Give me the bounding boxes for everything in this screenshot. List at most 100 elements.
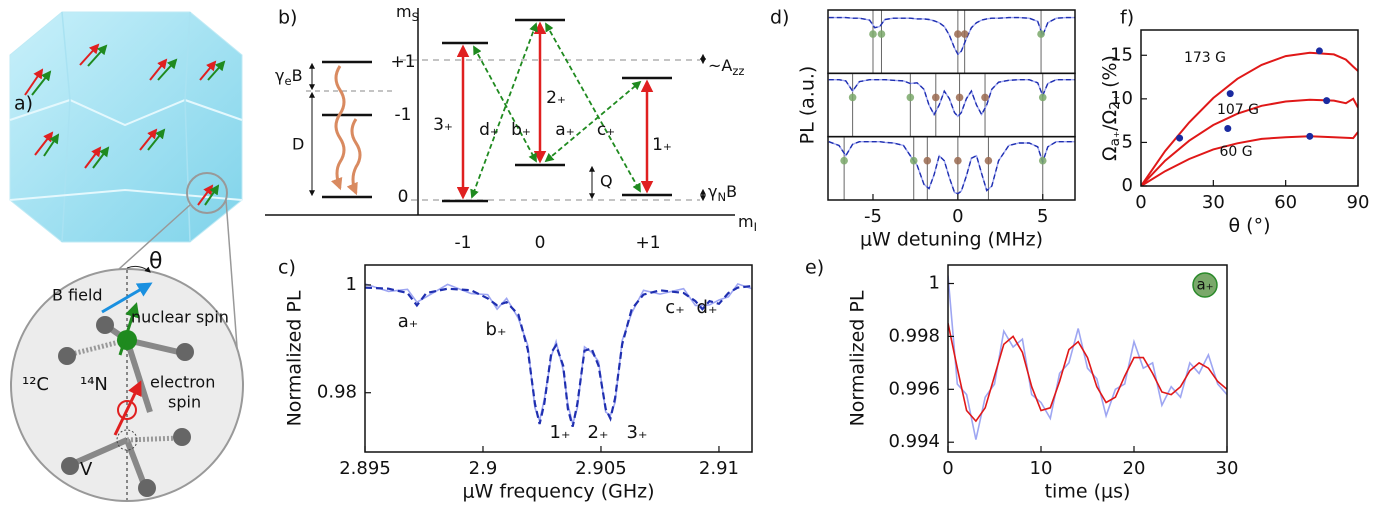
ms-level: +1	[390, 52, 415, 72]
annotation: b₊	[486, 319, 507, 340]
text-part: zz	[732, 64, 744, 78]
annotation: 2₊	[588, 422, 609, 443]
x-tick-label: 0	[942, 458, 953, 479]
panel-label: e)	[805, 257, 824, 279]
text-part: Ω	[1099, 146, 1121, 161]
data-point	[1224, 124, 1232, 132]
y-axis-label: Normalized PL	[284, 290, 306, 426]
data-point	[1315, 47, 1323, 55]
marker-dot	[960, 30, 969, 38]
data-point	[1323, 97, 1331, 105]
x-tick-label: 2.905	[575, 458, 627, 479]
text-part: N	[717, 190, 726, 204]
data-point	[1306, 132, 1314, 140]
series-label: 60 G	[1219, 144, 1252, 160]
y-tick-label: 0.996	[888, 378, 940, 399]
transition-label: 2₊	[546, 88, 566, 108]
x-tick-label: 30	[1216, 458, 1239, 479]
text-part: B	[292, 66, 303, 85]
text-part: m	[396, 2, 412, 21]
mi-value: 0	[535, 233, 546, 253]
x-tick-label: -5	[864, 206, 882, 227]
quadrupole: Q	[600, 172, 613, 191]
marker-dot	[923, 156, 932, 165]
annotation: 1₊	[550, 422, 571, 443]
panel-label: d)	[770, 7, 789, 29]
marker-dot	[906, 93, 915, 102]
fit-line	[1141, 51, 1358, 186]
y-tick-label: 1	[929, 273, 940, 294]
electron-spin-label: spin	[168, 393, 201, 412]
gamma-e-b: γeB	[275, 66, 303, 88]
spectrum-data	[828, 141, 1075, 195]
badge-label: a₊	[1196, 276, 1213, 294]
nitrogen-label: ¹⁴N	[80, 374, 108, 395]
defect-zoom	[10, 199, 244, 502]
annotation: d₊	[697, 297, 718, 318]
gamma-n-b: γNB	[708, 182, 737, 204]
x-tick-label: 2.895	[339, 458, 391, 479]
crystal	[9, 11, 243, 243]
transition-label: 1₊	[652, 135, 672, 155]
y-axis-label: Normalized PL	[847, 290, 869, 426]
x-tick-label: 30	[1202, 192, 1225, 213]
marker-dot	[931, 93, 940, 102]
text-part: (%)	[1099, 55, 1121, 94]
plot-frame	[827, 135, 1076, 201]
angle-label: θ	[149, 249, 162, 274]
x-tick-label: 0	[952, 206, 963, 227]
marker-dot	[984, 156, 993, 165]
marker-dot	[954, 156, 962, 165]
panel-label: b)	[278, 7, 297, 29]
x-tick-label: 2.9	[469, 458, 498, 479]
y-axis-label: Ωa₊/Ω2₊ (%)	[1099, 55, 1124, 161]
text-part: e	[284, 74, 291, 88]
mi-value: +1	[635, 233, 660, 253]
zero-field: D	[292, 135, 304, 154]
fit-line	[1141, 131, 1358, 186]
b-field-label: B field	[52, 286, 103, 305]
nuclear-spin-label: nuclear spin	[131, 308, 229, 327]
x-axis-label: θ (°)	[1229, 215, 1271, 237]
ms-label: mS	[396, 2, 419, 24]
transition-label: c₊	[597, 120, 615, 140]
marker-dot	[840, 156, 848, 165]
transition-label: 3₊	[433, 115, 453, 135]
y-tick-label: 0.998	[888, 325, 940, 346]
text-part: a₊	[1107, 131, 1123, 147]
x-tick-label: 0	[1135, 192, 1146, 213]
annotation: 3₊	[627, 422, 648, 443]
x-tick-label: 20	[1123, 458, 1146, 479]
marker-dot	[848, 93, 857, 102]
x-tick-label: 2.91	[699, 458, 739, 479]
annotation: a₊	[398, 311, 419, 332]
series-line	[365, 284, 752, 427]
annotation: c₊	[665, 297, 684, 318]
x-axis-label: time (μs)	[1045, 481, 1131, 503]
energy-diagram	[265, 8, 735, 216]
ms-level: 0	[398, 187, 409, 207]
text-part: m	[738, 212, 754, 231]
text-part: S	[412, 10, 419, 24]
badge	[1192, 272, 1218, 298]
text-part: /Ω	[1099, 110, 1121, 131]
text-part: I	[754, 220, 757, 234]
text-part: γ	[708, 182, 717, 201]
panel-label: f)	[1120, 7, 1134, 29]
series-label: 107 G	[1217, 102, 1259, 118]
x-axis-label: μW frequency (GHz)	[462, 481, 654, 503]
marker-dot	[981, 93, 989, 102]
marker-dot	[1037, 30, 1045, 38]
y-tick-label: 10	[1110, 88, 1133, 109]
text-part: B	[726, 182, 737, 201]
panel-label: a)	[14, 93, 33, 115]
marker-dot	[955, 93, 964, 102]
hyperfine: ~Azz	[708, 56, 744, 78]
series-line	[948, 275, 1227, 440]
vacancy-label: V	[80, 459, 93, 480]
data-point	[1176, 134, 1184, 142]
y-tick-label: 15	[1110, 44, 1133, 65]
panel-label: c)	[278, 257, 296, 279]
transition-label: d₊	[479, 120, 499, 140]
x-tick-label: 90	[1347, 192, 1370, 213]
